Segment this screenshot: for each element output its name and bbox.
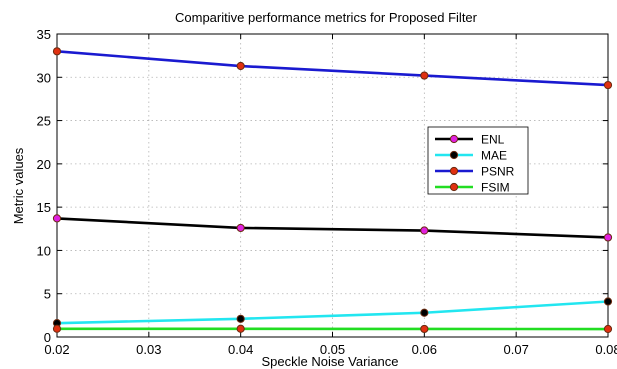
legend-marker-psnr <box>449 166 459 176</box>
data-point-mae <box>236 314 245 323</box>
series-enl <box>52 214 613 242</box>
legend-marker-mae <box>449 150 459 160</box>
series-layer <box>52 47 613 334</box>
y-tick-label: 0 <box>44 330 51 345</box>
data-point-fsim <box>603 324 613 334</box>
series-line-enl <box>56 217 609 239</box>
y-tick-label: 15 <box>37 200 51 215</box>
data-point-psnr <box>52 47 62 56</box>
series-mae <box>52 297 613 328</box>
y-tick-label: 30 <box>37 70 51 85</box>
data-point-enl <box>52 214 62 223</box>
data-point-mae <box>420 308 429 317</box>
x-tick-label: 0.05 <box>320 342 345 357</box>
legend-marker-enl <box>449 134 459 144</box>
legend-label-mae: MAE <box>481 149 507 163</box>
series-psnr <box>52 47 613 90</box>
y-tick-label: 10 <box>37 243 51 258</box>
data-point-fsim <box>52 324 62 333</box>
y-tick-label: 35 <box>37 27 51 42</box>
axis-ticks: 0.02 0.03 0.04 0.05 0.06 0.07 0.08 0 5 10 15 20 25 30… <box>37 27 617 357</box>
data-point-enl <box>603 233 613 242</box>
data-point-fsim <box>236 324 245 333</box>
legend-box <box>427 126 529 195</box>
grid <box>57 34 608 337</box>
series-line-psnr <box>56 50 609 87</box>
y-tick-label: 5 <box>44 287 51 302</box>
y-tick-label: 20 <box>37 157 51 172</box>
legend-item-mae: MAE <box>435 149 507 163</box>
data-point-fsim <box>420 324 429 334</box>
x-tick-label: 0.06 <box>412 342 437 357</box>
data-point-psnr <box>420 71 429 80</box>
data-point-psnr <box>236 61 245 71</box>
x-tick-label: 0.03 <box>136 342 161 357</box>
y-tick-label: 25 <box>37 114 51 129</box>
legend-item-enl: ENL <box>435 133 505 147</box>
x-axis-title: Speckle Noise Variance <box>261 354 398 369</box>
legend: ENL MAE PSNR FSIM <box>427 126 529 195</box>
data-point-enl <box>236 223 245 233</box>
legend-item-psnr: PSNR <box>435 165 515 179</box>
legend-item-fsim: FSIM <box>435 181 510 195</box>
chart-title: Comparitive performance metrics for Prop… <box>175 10 478 25</box>
legend-label-psnr: PSNR <box>481 165 515 179</box>
legend-label-fsim: FSIM <box>481 181 510 195</box>
data-point-psnr <box>603 80 613 90</box>
data-point-mae <box>603 297 613 306</box>
data-point-enl <box>420 226 429 235</box>
legend-label-enl: ENL <box>481 133 505 147</box>
y-axis-title: Metric values <box>11 147 26 224</box>
x-tick-label: 0.02 <box>44 342 69 357</box>
series-fsim <box>52 324 613 334</box>
x-tick-label: 0.08 <box>595 342 617 357</box>
legend-marker-fsim <box>449 182 459 192</box>
x-tick-label: 0.07 <box>504 342 529 357</box>
series-line-mae <box>56 300 609 325</box>
x-tick-label: 0.04 <box>228 342 253 357</box>
